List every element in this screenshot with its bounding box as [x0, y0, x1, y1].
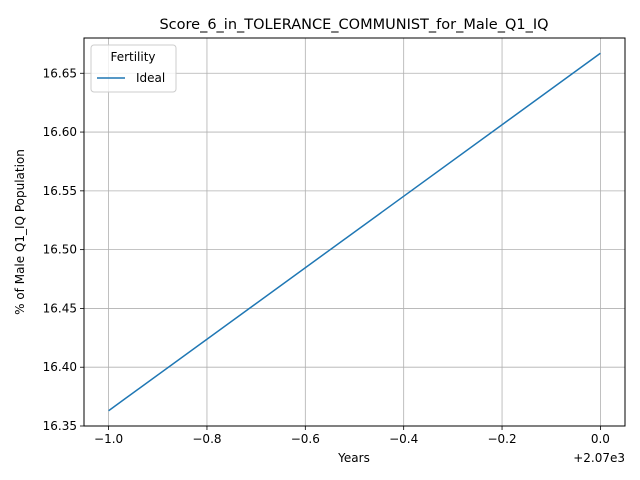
legend-label-ideal: Ideal — [136, 71, 165, 85]
legend: Fertility Ideal — [90, 44, 177, 93]
x-tick-label: −0.8 — [192, 432, 221, 446]
x-tick-label: −0.6 — [291, 432, 320, 446]
y-tick-label: 16.50 — [43, 243, 77, 257]
y-axis-label: % of Male Q1_IQ Population — [13, 149, 27, 315]
x-tick-label: −0.2 — [487, 432, 516, 446]
y-tick-label: 16.60 — [43, 125, 77, 139]
x-tick-label: −1.0 — [94, 432, 123, 446]
x-axis-offset-label: +2.07e3 — [573, 451, 625, 465]
y-tick-label: 16.55 — [43, 184, 77, 198]
legend-title: Fertility — [110, 50, 155, 64]
y-tick-label: 16.35 — [43, 419, 77, 433]
series-line-ideal — [108, 52, 601, 412]
x-tick-label: 0.0 — [591, 432, 610, 446]
grid-lines — [84, 38, 625, 427]
y-axis-ticks: 16.35 16.40 16.45 16.50 16.55 16.60 16.65 — [43, 66, 84, 433]
plot-frame — [83, 37, 626, 427]
y-tick-label: 16.65 — [43, 66, 77, 80]
x-axis-ticks: −1.0 −0.8 −0.6 −0.4 −0.2 0.0 — [94, 426, 610, 446]
y-tick-label: 16.40 — [43, 360, 77, 374]
y-tick-label: 16.45 — [43, 301, 77, 315]
x-axis-label: Years — [337, 451, 370, 465]
x-tick-label: −0.4 — [389, 432, 418, 446]
legend-box — [90, 44, 177, 93]
series-lines — [108, 52, 601, 412]
chart-title: Score_6_in_TOLERANCE_COMMUNIST_for_Male_… — [159, 17, 548, 33]
